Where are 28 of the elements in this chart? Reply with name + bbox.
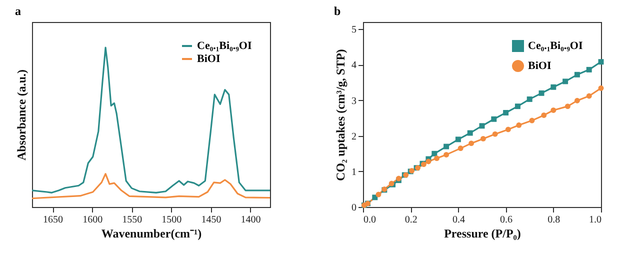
y-axis-title: CO₂ uptakes (cm³/g, STP) [334,49,348,181]
x-tick-label: 1650 [43,214,64,226]
x-tick-label: 1500 [162,214,182,226]
x-axis-title: Pressure (P/P₀) [444,226,521,240]
x-tick-label: 1550 [122,214,142,226]
legend-label: BiOI [197,53,220,65]
chart-title: a [15,4,21,18]
x-tick-label: 0.2 [404,214,418,226]
y-axis-title: Absorbance (a.u.) [14,69,28,161]
y-tick-label: 2 [352,131,356,142]
y-tick-label: 0 [352,202,356,214]
x-tick-label: 0.8 [548,214,560,226]
legend-label: Ce₀.₁Bi₀.₉OI [197,40,252,52]
y-tick-label: 4 [352,60,356,72]
y-tick-label: 3 [352,96,356,107]
x-tick-label: 0.4 [452,214,465,226]
x-axis-title: Wavenumber(cm⁻¹) [101,226,202,240]
x-tick-label: 0.0 [364,214,376,226]
legend-label: Ce₀.₁Bi₀.₉OI [528,40,583,52]
chart-title: b [334,4,341,18]
x-tick-label: 1.0 [589,214,602,226]
x-tick-label: 0.6 [500,214,513,226]
x-tick-label: 1600 [82,214,103,226]
legend-label: BiOI [528,60,552,72]
x-tick-label: 1400 [240,214,261,226]
y-tick-label: 5 [352,24,356,36]
x-tick-label: 1450 [201,214,222,226]
y-tick-label: 1 [352,166,356,178]
